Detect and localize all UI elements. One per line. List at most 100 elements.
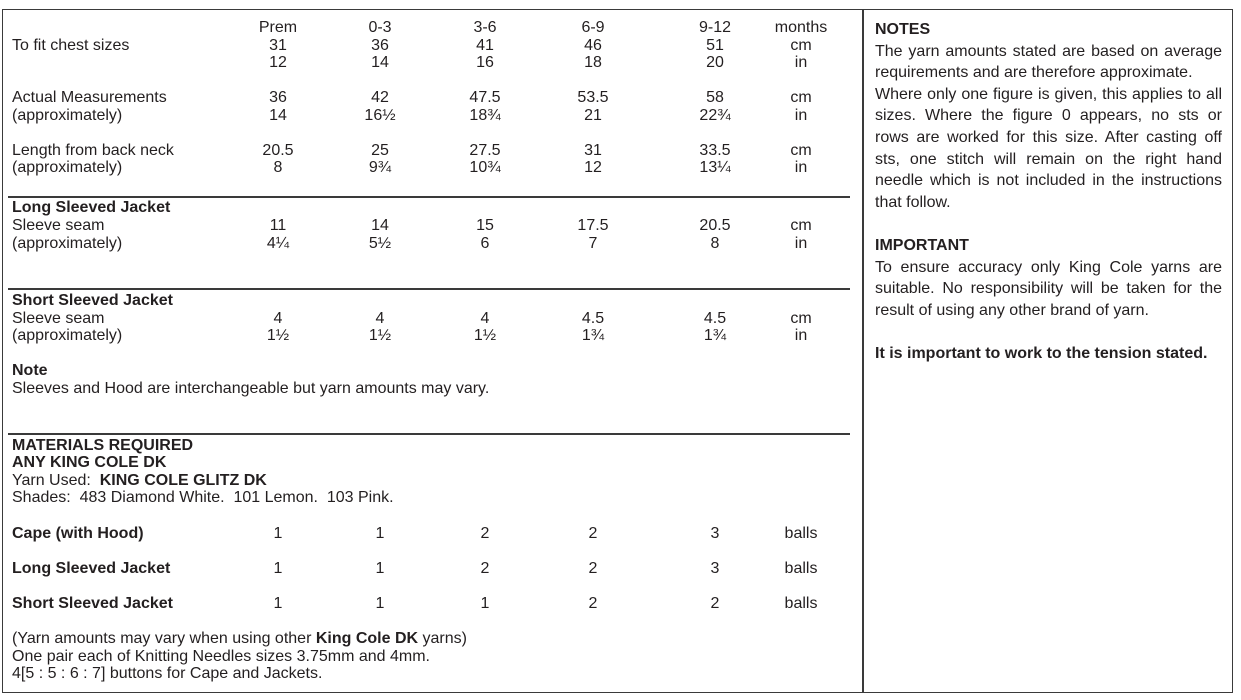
cell-value: 1 <box>273 525 283 542</box>
row-label: MATERIALS REQUIRED <box>12 437 194 454</box>
row-label: Sleeve seam <box>12 217 105 234</box>
cell-value: 20 <box>706 54 724 71</box>
unit-label: cm <box>790 310 812 327</box>
cell-value: 4.5 <box>581 310 605 327</box>
cell-value: 8 <box>273 159 283 176</box>
cell-value: 1½ <box>473 327 497 344</box>
cell-value: 3 <box>710 560 720 577</box>
cell-value: 22¾ <box>699 107 731 124</box>
unit-label: balls <box>784 595 818 612</box>
cell-value: 13¼ <box>699 159 731 176</box>
row-label: ANY KING COLE DK <box>12 454 167 471</box>
row-label: Note <box>12 362 48 379</box>
row-label: (approximately) <box>12 327 123 344</box>
cell-value: 12 <box>584 159 602 176</box>
cell-value: 6 <box>480 235 490 252</box>
cell-value: 6-9 <box>581 19 605 36</box>
cell-value: 2 <box>710 595 720 612</box>
unit-label: cm <box>790 142 812 159</box>
yarn-used-value: KING COLE GLITZ DK <box>99 472 267 489</box>
cell-value: 9-12 <box>698 19 732 36</box>
unit-label: in <box>794 159 808 176</box>
row-label: Cape (with Hood) <box>12 525 144 542</box>
notes-paragraph: Where only one figure is given, this app… <box>875 85 1222 211</box>
cell-value: 36 <box>269 89 287 106</box>
cell-value: 0-3 <box>368 19 392 36</box>
cell-value: 11 <box>269 217 287 234</box>
unit-label: in <box>794 54 808 71</box>
cell-value: 41 <box>476 37 494 54</box>
cell-value: 17.5 <box>577 217 609 234</box>
yarn-used-line: Yarn Used: KING COLE GLITZ DK <box>12 472 267 490</box>
cell-value: 3-6 <box>473 19 497 36</box>
cell-value: 18 <box>584 54 602 71</box>
cell-value: 14 <box>269 107 287 124</box>
cell-value: 33.5 <box>699 142 731 159</box>
cell-value: 31 <box>269 37 287 54</box>
yarn-note-bold: King Cole DK <box>315 630 419 647</box>
notes-panel: NOTES The yarn amounts stated are based … <box>875 19 1222 365</box>
yarn-note-text: (Yarn amounts may vary when using other <box>12 630 316 647</box>
important-tension: It is important to work to the tension s… <box>875 344 1208 362</box>
notes-title: NOTES <box>875 21 931 38</box>
cell-value: 1 <box>480 595 490 612</box>
cell-value: 8 <box>710 235 720 252</box>
cell-value: 4 <box>375 310 385 327</box>
section-divider <box>8 433 850 435</box>
yarn-used-label: Yarn Used: <box>12 472 100 489</box>
cell-value: 7 <box>588 235 598 252</box>
row-label: To fit chest sizes <box>12 37 130 54</box>
cell-value: 31 <box>584 142 602 159</box>
cell-value: 20.5 <box>699 217 731 234</box>
cell-value: 1 <box>375 595 385 612</box>
cell-value: 42 <box>371 89 389 106</box>
cell-value: 58 <box>706 89 724 106</box>
cell-value: 14 <box>371 54 389 71</box>
cell-value: 51 <box>706 37 724 54</box>
section-divider <box>8 288 850 290</box>
unit-label: cm <box>790 37 812 54</box>
cell-value: 53.5 <box>577 89 609 106</box>
row-label: Short Sleeved Jacket <box>12 292 173 309</box>
important-paragraph: To ensure accuracy only King Cole yarns … <box>875 258 1222 319</box>
cell-value: 27.5 <box>469 142 501 159</box>
row-label: Actual Measurements <box>12 89 167 106</box>
cell-value: 46 <box>584 37 602 54</box>
cell-value: 15 <box>476 217 494 234</box>
row-label: Length from back neck <box>12 142 174 159</box>
cell-value: 2 <box>588 595 598 612</box>
unit-label: cm <box>790 217 812 234</box>
row-label: 4[5 : 5 : 6 : 7] buttons for Cape and Ja… <box>12 665 323 682</box>
cell-value: 4 <box>480 310 490 327</box>
cell-value: 16 <box>476 54 494 71</box>
row-label: (approximately) <box>12 235 123 252</box>
document-frame <box>2 9 1233 693</box>
important-title: IMPORTANT <box>875 236 969 254</box>
cell-value: 2 <box>480 560 490 577</box>
unit-label: in <box>794 235 808 252</box>
cell-value: 1¾ <box>703 327 727 344</box>
unit-label: cm <box>790 89 812 106</box>
row-label: Sleeves and Hood are interchangeable but… <box>12 380 490 397</box>
unit-label: balls <box>784 560 818 577</box>
cell-value: 5½ <box>368 235 392 252</box>
column-divider <box>862 9 864 693</box>
cell-value: 14 <box>371 217 389 234</box>
cell-value: 2 <box>480 525 490 542</box>
cell-value: 25 <box>371 142 389 159</box>
notes-paragraph: The yarn amounts stated are based on ave… <box>875 42 1222 82</box>
cell-value: Prem <box>258 19 298 36</box>
cell-value: 10¾ <box>469 159 501 176</box>
cell-value: 21 <box>584 107 602 124</box>
row-label: Shades: 483 Diamond White. 101 Lemon. 10… <box>12 489 394 506</box>
cell-value: 2 <box>588 525 598 542</box>
cell-value: 2 <box>588 560 598 577</box>
section-divider <box>8 196 850 198</box>
row-label: Short Sleeved Jacket <box>12 595 173 612</box>
cell-value: 1 <box>273 595 283 612</box>
cell-value: 4.5 <box>703 310 727 327</box>
cell-value: 1 <box>375 525 385 542</box>
cell-value: 3 <box>710 525 720 542</box>
unit-label: balls <box>784 525 818 542</box>
cell-value: 16½ <box>364 107 396 124</box>
